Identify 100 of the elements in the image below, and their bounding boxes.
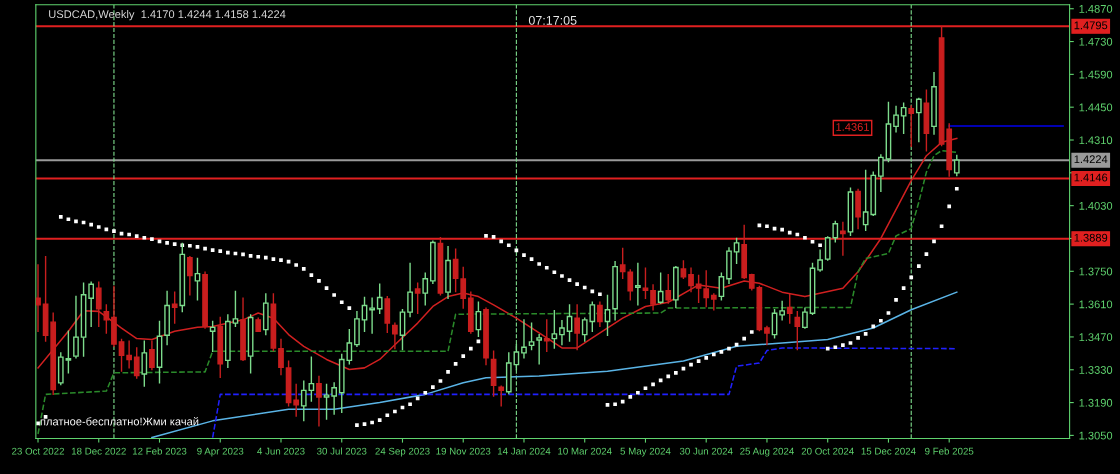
y-tick-label: 1.3750	[1079, 267, 1113, 276]
x-tick-label: 20 Oct 2024	[801, 447, 854, 455]
candlestick	[35, 264, 41, 333]
x-tick-label: 9 Apr 2023	[197, 447, 244, 457]
candlestick	[695, 274, 702, 303]
x-tick-label: 12 Feb 2023	[132, 447, 187, 455]
candlestick	[323, 383, 330, 420]
candlestick	[650, 284, 656, 311]
y-tick-label: 1.3610	[1079, 300, 1113, 309]
candlestick	[877, 154, 884, 193]
candlestick	[543, 319, 550, 352]
x-tick-label: 10 Mar 2024	[558, 447, 612, 455]
candlestick	[703, 270, 710, 308]
ref-line-label: 1.4224	[1074, 155, 1108, 164]
candlestick	[361, 296, 368, 333]
line-series	[37, 149, 958, 435]
ref-line-label: 1.4146	[1074, 173, 1108, 182]
candlestick	[627, 269, 634, 301]
line-series	[211, 347, 958, 439]
candlestick	[232, 290, 239, 328]
candlestick	[574, 304, 580, 351]
candlestick	[126, 340, 132, 369]
y-tick-label: 1.3470	[1079, 333, 1113, 342]
annotation: платное-бесплатно!Жми качай	[40, 417, 199, 426]
candlestick	[300, 380, 307, 422]
candlestick	[141, 340, 148, 387]
candlestick	[65, 330, 72, 374]
x-tick-label: 25 Aug 2024	[740, 447, 794, 457]
candlestick	[657, 272, 664, 304]
candlestick	[893, 105, 899, 133]
candlestick	[88, 281, 95, 328]
candlestick	[118, 338, 125, 372]
candlestick	[733, 237, 740, 265]
y-tick-label: 1.4590	[1079, 70, 1113, 79]
candlestick	[73, 295, 79, 359]
y-tick-label: 1.4030	[1079, 201, 1113, 210]
y-tick-label: 1.4450	[1079, 103, 1113, 112]
candlestick	[376, 283, 383, 314]
x-tick-label: 19 Nov 2023	[436, 447, 491, 455]
candlestick	[840, 221, 846, 256]
candlestick	[460, 266, 467, 309]
candlestick	[407, 262, 413, 318]
candlestick	[194, 257, 201, 301]
candlestick	[764, 325, 770, 346]
candlestick	[817, 249, 823, 272]
candlestick	[794, 310, 801, 351]
candlestick	[953, 154, 960, 177]
candlestick	[665, 274, 672, 304]
candlestick	[331, 382, 338, 415]
x-tick-label: 23 Oct 2022	[12, 447, 65, 455]
candlestick	[908, 105, 915, 148]
annotation: 1.4361	[836, 123, 869, 131]
candlestick	[619, 247, 626, 280]
candlestick	[399, 309, 406, 351]
x-tick-label: 18 Dec 2022	[71, 447, 126, 455]
candlestick	[597, 301, 603, 328]
candlestick	[915, 97, 922, 143]
x-tick-label: 15 Dec 2024	[861, 447, 916, 455]
y-tick-label: 1.3190	[1079, 398, 1113, 407]
y-tick-label: 1.3050	[1079, 431, 1113, 440]
candlestick	[187, 256, 193, 296]
x-tick-label: 5 May 2024	[620, 447, 671, 457]
candlestick	[95, 281, 102, 328]
candlestick	[635, 262, 641, 306]
x-tick-label: 9 Feb 2025	[925, 447, 974, 455]
candlestick	[642, 267, 649, 299]
candlestick	[551, 309, 558, 349]
annotation: 07:17:05	[528, 15, 577, 25]
ref-line-label: 1.3889	[1074, 233, 1108, 242]
x-tick-label: 4 Jun 2023	[257, 447, 305, 455]
candlestick	[498, 385, 505, 407]
y-tick-label: 1.4730	[1079, 37, 1113, 46]
chart-title: USDCAD,Weekly 1.4170 1.4244 1.4158 1.4224	[49, 9, 286, 21]
y-tick-label: 1.4870	[1079, 4, 1113, 13]
candlestick	[521, 319, 527, 359]
x-tick-label: 30 Jul 2023	[316, 447, 367, 455]
x-tick-label: 24 Sep 2023	[375, 447, 430, 457]
candlestick	[392, 322, 398, 350]
candlestick	[369, 297, 375, 334]
x-tick-label: 30 Jun 2024	[679, 447, 733, 455]
candlestick	[536, 333, 543, 365]
y-tick-label: 1.4310	[1079, 136, 1113, 145]
ref-line-label: 1.4795	[1074, 21, 1108, 30]
candlestick	[900, 102, 907, 134]
candlestick	[316, 375, 322, 427]
y-tick-label: 1.3330	[1079, 366, 1113, 374]
candlestick	[293, 383, 300, 417]
candlestick	[688, 267, 694, 293]
candlestick	[528, 322, 535, 351]
candlestick	[422, 272, 429, 306]
candlestick	[171, 291, 178, 324]
candlestick	[802, 307, 808, 329]
candlestick	[103, 304, 110, 334]
candlestick	[559, 320, 565, 346]
candlestick	[209, 320, 216, 352]
x-tick-label: 14 Jan 2024	[497, 447, 551, 455]
candlestick	[133, 347, 140, 379]
candlestick	[414, 282, 421, 314]
candlestick	[779, 300, 786, 321]
candlestick	[786, 294, 793, 324]
